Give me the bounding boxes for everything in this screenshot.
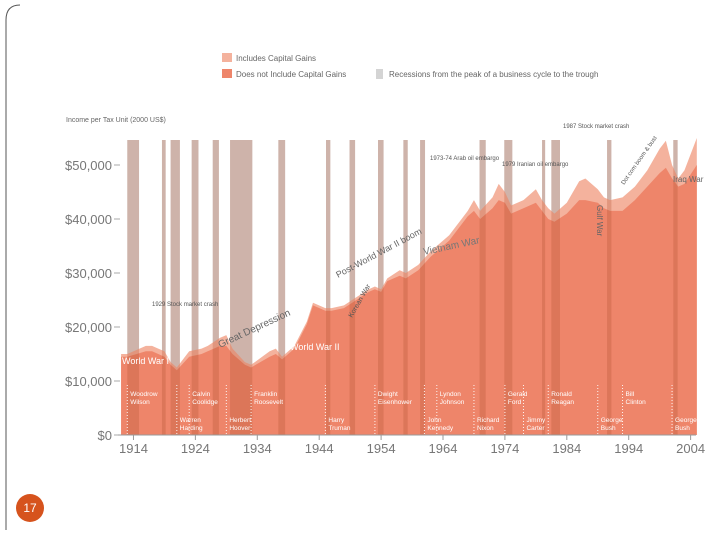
x-tick-label: 1984 [552, 441, 581, 456]
president-name: Warren Harding [180, 417, 203, 432]
recession-overlay [420, 140, 426, 435]
x-tick-label: 1974 [490, 441, 519, 456]
annotation: World War II [290, 342, 340, 352]
recession-overlay [504, 140, 513, 435]
recession-overlay [673, 140, 678, 435]
recession-overlay [378, 140, 384, 435]
legend-swatch [222, 69, 232, 78]
president-name: Woodrow Wilson [130, 391, 159, 406]
recession-overlay [607, 140, 612, 435]
recession-band [170, 140, 180, 435]
president-name: George Bush [601, 417, 625, 432]
annotation: 1987 Stock market crash [563, 124, 629, 130]
president-name: Bill Clinton [626, 391, 647, 406]
y-axis-label: Income per Tax Unit (2000 US$) [66, 117, 166, 124]
recession-band [127, 140, 140, 435]
legend-label: Does not Include Capital Gains [236, 70, 346, 79]
y-tick-label: $30,000 [65, 266, 112, 281]
recession-overlay [403, 140, 408, 435]
recession-overlay [191, 140, 199, 435]
page-badge [16, 494, 44, 522]
x-tick-label: 2004 [676, 441, 705, 456]
annotation: 1929 Stock market crash [152, 302, 218, 308]
president-name: Calvin Coolidge [192, 391, 218, 406]
page-number: 17 [23, 501, 37, 515]
legend-swatch [376, 69, 383, 79]
annotation: World War I [122, 356, 169, 366]
recession-overlay [230, 140, 253, 435]
president-name: Gerald Ford [508, 391, 529, 406]
x-tick-label: 1924 [181, 441, 210, 456]
recession-overlay [326, 140, 331, 435]
president-name: Dwight Eisenhower [378, 391, 413, 406]
x-tick-label: 1954 [367, 441, 396, 456]
president-name: Harry Truman [328, 417, 351, 432]
recession-band [212, 140, 219, 435]
recession-overlay [551, 140, 560, 435]
recession-band [278, 140, 286, 435]
recession-overlay [542, 140, 546, 435]
annotation: 1973-74 Arab oil embargo [430, 156, 500, 162]
y-tick-label: $50,000 [65, 158, 112, 173]
legend-label: Includes Capital Gains [236, 54, 316, 63]
y-tick-label: $10,000 [65, 374, 112, 389]
recession-overlay [127, 140, 140, 435]
x-tick-label: 1934 [243, 441, 272, 456]
recession-band [378, 140, 384, 435]
annotation: Iraq War [673, 175, 704, 184]
recession-band [191, 140, 199, 435]
recession-overlay [170, 140, 180, 435]
president-name: Jimmy Carter [526, 417, 547, 432]
area [121, 165, 697, 435]
president-name: Ronald Reagan [551, 391, 574, 406]
recession-overlay [349, 140, 356, 435]
president-name: Franklin Roosevelt [254, 391, 283, 406]
y-tick-label: $20,000 [65, 320, 112, 335]
president-name: Herbert Hoover [229, 417, 252, 432]
recession-overlay [278, 140, 286, 435]
y-tick-label: $40,000 [65, 212, 112, 227]
x-tick-label: 1964 [429, 441, 458, 456]
annotation: 1979 Iranian oil embargo [502, 162, 569, 168]
recession-overlay [212, 140, 219, 435]
x-tick-label: 1914 [119, 441, 148, 456]
president-name: Richard Nixon [477, 417, 501, 432]
president-name: John Kennedy [427, 417, 453, 432]
legend-swatch [222, 53, 232, 62]
recession-overlay [479, 140, 486, 435]
x-tick-label: 1944 [305, 441, 334, 456]
slide-frame [5, 4, 21, 530]
recession-band [326, 140, 331, 435]
annotation: Gulf War [595, 205, 604, 237]
legend-label: Recessions from the peak of a business c… [389, 70, 598, 79]
x-tick-label: 1994 [614, 441, 643, 456]
president-name: Lyndon Johnson [440, 391, 465, 406]
y-tick-label: $0 [98, 428, 112, 443]
president-name: George Bush [675, 417, 699, 432]
recession-overlay [161, 140, 166, 435]
recession-band [349, 140, 356, 435]
recession-band [161, 140, 166, 435]
